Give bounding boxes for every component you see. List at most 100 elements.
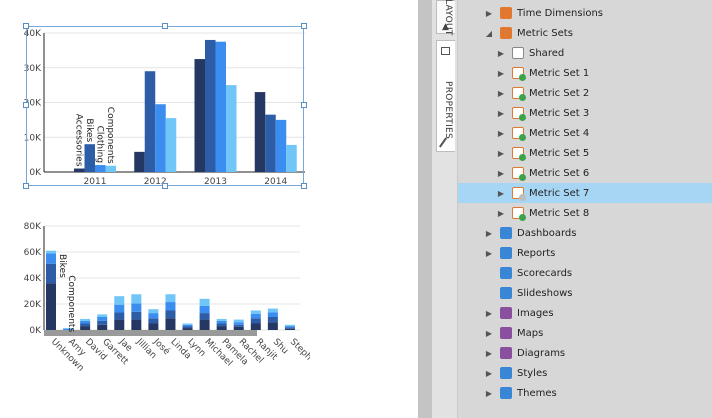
expand-caret-icon[interactable]: ▶ bbox=[485, 248, 493, 258]
bar-segment[interactable] bbox=[216, 323, 227, 327]
expand-caret-icon[interactable]: ▶ bbox=[485, 388, 493, 398]
bar-segment[interactable] bbox=[80, 320, 91, 324]
expand-caret-icon[interactable]: ▶ bbox=[497, 208, 505, 218]
bar-segment[interactable] bbox=[80, 318, 91, 321]
expand-caret-icon[interactable]: ▶ bbox=[485, 348, 493, 358]
bar-segment[interactable] bbox=[284, 326, 295, 328]
bar-segment[interactable] bbox=[46, 263, 56, 284]
bar-segment[interactable] bbox=[199, 319, 210, 330]
expand-caret-icon[interactable]: ▶ bbox=[497, 108, 505, 118]
tree-item[interactable]: ▶ Dashboards bbox=[458, 223, 712, 243]
expand-caret-icon[interactable]: ▶ bbox=[497, 88, 505, 98]
tree-item[interactable]: ▶ Metric Set 1 bbox=[458, 63, 712, 83]
bar-segment[interactable] bbox=[148, 313, 159, 319]
bar-segment[interactable] bbox=[114, 304, 125, 313]
bar[interactable] bbox=[74, 168, 85, 172]
collapse-caret-icon[interactable]: ◢ bbox=[485, 28, 493, 38]
tree-item[interactable]: ▶ Metric Set 5 bbox=[458, 143, 712, 163]
tree-item[interactable]: ▶ Themes bbox=[458, 383, 712, 403]
bar-segment[interactable] bbox=[267, 322, 278, 330]
bar[interactable] bbox=[286, 144, 297, 172]
tree-item[interactable]: Slideshows bbox=[458, 283, 712, 303]
bar-segment[interactable] bbox=[250, 310, 261, 314]
expand-caret-icon[interactable]: ▶ bbox=[497, 188, 505, 198]
expand-caret-icon[interactable]: ▶ bbox=[485, 8, 493, 18]
bar-segment[interactable] bbox=[216, 318, 227, 321]
bar-segment[interactable] bbox=[250, 318, 261, 324]
bar-segment[interactable] bbox=[148, 323, 159, 331]
bar-segment[interactable] bbox=[267, 308, 278, 313]
bar-segment[interactable] bbox=[284, 327, 295, 329]
bar[interactable] bbox=[254, 92, 266, 172]
bar-segment[interactable] bbox=[131, 303, 142, 312]
bar-segment[interactable] bbox=[284, 328, 295, 330]
tree-item[interactable]: ▶ Metric Set 8 bbox=[458, 203, 712, 223]
bar-segment[interactable] bbox=[165, 294, 176, 303]
tree-item[interactable]: ▶ Metric Set 4 bbox=[458, 123, 712, 143]
bar-segment[interactable] bbox=[267, 312, 278, 317]
tree-item[interactable]: ▶ Styles bbox=[458, 363, 712, 383]
bar-segment[interactable] bbox=[233, 326, 244, 330]
bar-segment[interactable] bbox=[199, 305, 210, 314]
bar-segment[interactable] bbox=[131, 294, 142, 304]
bar-segment[interactable] bbox=[199, 313, 210, 320]
bar-segment[interactable] bbox=[114, 312, 125, 320]
bar-segment[interactable] bbox=[199, 298, 210, 306]
bar-segment[interactable] bbox=[131, 311, 142, 320]
bar-segment[interactable] bbox=[284, 324, 295, 327]
bar-segment[interactable] bbox=[114, 296, 125, 305]
tree-item[interactable]: ▶ Metric Set 3 bbox=[458, 103, 712, 123]
bar-segment[interactable] bbox=[97, 317, 108, 321]
bar-segment[interactable] bbox=[63, 328, 74, 330]
tree-item[interactable]: ▶ Maps bbox=[458, 323, 712, 343]
bar-segment[interactable] bbox=[97, 314, 108, 317]
bar[interactable] bbox=[265, 114, 276, 172]
bar[interactable] bbox=[205, 39, 216, 173]
expand-caret-icon[interactable]: ▶ bbox=[485, 328, 493, 338]
expand-caret-icon[interactable]: ▶ bbox=[497, 48, 505, 58]
bar-segment[interactable] bbox=[267, 317, 278, 323]
bar-segment[interactable] bbox=[182, 323, 193, 325]
tree-item[interactable]: ▶ Reports bbox=[458, 243, 712, 263]
bar[interactable] bbox=[165, 118, 177, 172]
bar-segment[interactable] bbox=[46, 253, 56, 264]
tree-item[interactable]: Scorecards bbox=[458, 263, 712, 283]
bar-segment[interactable] bbox=[165, 310, 176, 319]
expand-caret-icon[interactable]: ▶ bbox=[497, 168, 505, 178]
bar-segment[interactable] bbox=[250, 323, 261, 331]
bar[interactable] bbox=[84, 144, 96, 172]
bar-segment[interactable] bbox=[182, 324, 193, 327]
bar-segment[interactable] bbox=[233, 319, 244, 323]
bar-segment[interactable] bbox=[182, 326, 193, 329]
tab-properties[interactable]: PROPERTIES bbox=[436, 40, 455, 152]
expand-caret-icon[interactable]: ▶ bbox=[485, 308, 493, 318]
bar-segment[interactable] bbox=[216, 326, 227, 330]
bar-segment[interactable] bbox=[80, 326, 91, 330]
dashboard-canvas[interactable]: 0K 10K 20K 30K 40K 2011 2012 2013 2014 Accessorie… bbox=[0, 0, 418, 418]
bar[interactable] bbox=[105, 165, 117, 172]
x-axis-scrollbar[interactable] bbox=[44, 330, 257, 336]
bar[interactable] bbox=[155, 104, 166, 172]
bar-segment[interactable] bbox=[46, 250, 56, 254]
expand-caret-icon[interactable]: ▶ bbox=[497, 128, 505, 138]
tree-item[interactable]: ▶ Diagrams bbox=[458, 343, 712, 363]
bar-segment[interactable] bbox=[233, 324, 244, 327]
expand-caret-icon[interactable]: ▶ bbox=[497, 68, 505, 78]
tree-item[interactable]: ▶ Metric Set 6 bbox=[458, 163, 712, 183]
bar-segment[interactable] bbox=[97, 320, 108, 325]
bar-segment[interactable] bbox=[233, 322, 244, 325]
tree-item[interactable]: ▶ Time Dimensions bbox=[458, 3, 712, 23]
bar-segment[interactable] bbox=[165, 318, 176, 330]
bar-segment[interactable] bbox=[182, 328, 193, 330]
bar-segment[interactable] bbox=[216, 320, 227, 324]
tab-layout[interactable]: LAYOUT bbox=[436, 0, 455, 36]
tree-item[interactable]: ▶ Images bbox=[458, 303, 712, 323]
bar-segment[interactable] bbox=[80, 323, 91, 327]
bar[interactable] bbox=[226, 85, 237, 172]
panel-splitter[interactable] bbox=[418, 0, 432, 418]
bar-segment[interactable] bbox=[148, 309, 159, 314]
bar-segment[interactable] bbox=[165, 302, 176, 311]
bar[interactable] bbox=[215, 41, 227, 172]
bar[interactable] bbox=[144, 71, 156, 172]
